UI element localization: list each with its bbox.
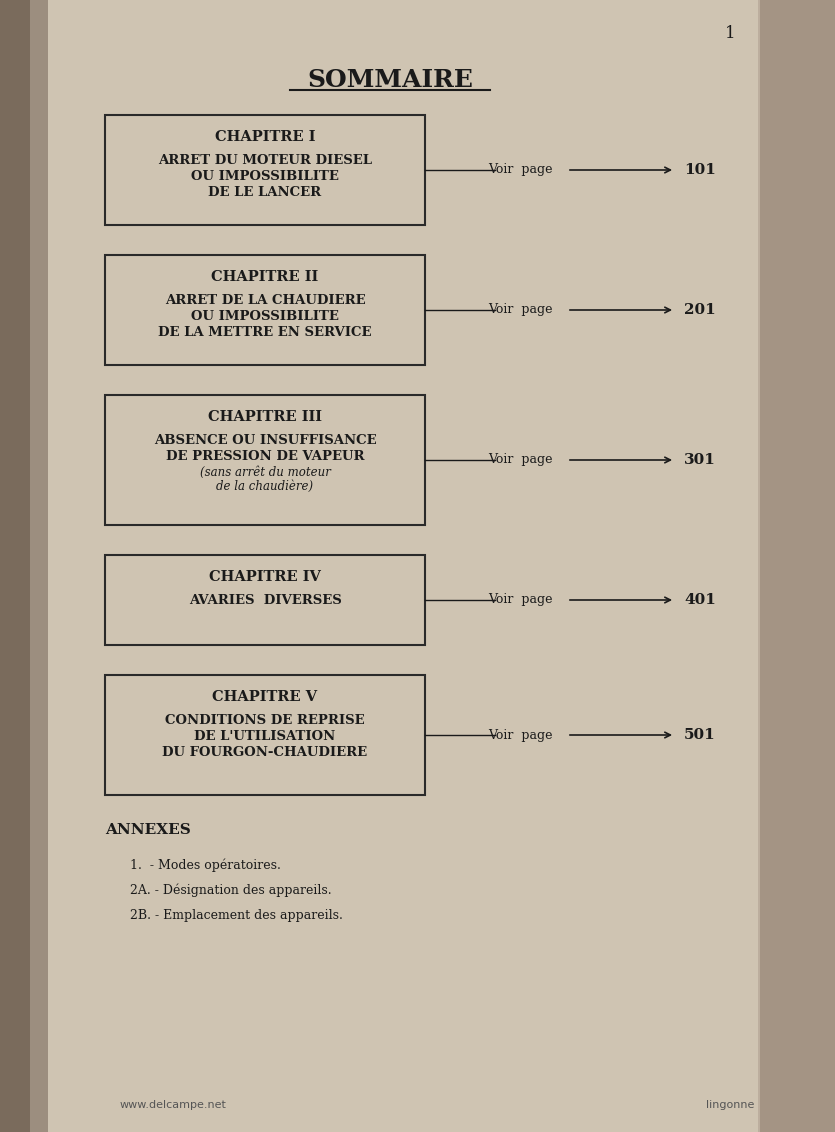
Text: 1: 1 [725,25,736,42]
Text: AVARIES  DIVERSES: AVARIES DIVERSES [189,593,342,607]
Text: 2A. - Désignation des appareils.: 2A. - Désignation des appareils. [130,883,331,897]
Text: OU IMPOSSIBILITE: OU IMPOSSIBILITE [191,309,339,323]
Bar [105,555,425,645]
Bar [105,255,425,365]
Text: Voir  page: Voir page [488,729,552,741]
Text: 501: 501 [684,728,716,741]
Text: CHAPITRE IV: CHAPITRE IV [209,571,321,584]
Text: CHAPITRE II: CHAPITRE II [211,271,319,284]
Text: ABSENCE OU INSUFFISANCE: ABSENCE OU INSUFFISANCE [154,434,377,446]
Text: ANNEXES: ANNEXES [105,823,190,837]
Text: Voir  page: Voir page [488,593,552,607]
Text: Voir  page: Voir page [488,303,552,317]
Bar [105,395,425,525]
Bar [760,0,835,1132]
Text: 2B. - Emplacement des appareils.: 2B. - Emplacement des appareils. [130,909,343,921]
Text: 401: 401 [684,593,716,607]
Text: 1.  - Modes opératoires.: 1. - Modes opératoires. [130,858,281,872]
Text: CHAPITRE I: CHAPITRE I [215,130,316,144]
Text: ARRET DU MOTEUR DIESEL: ARRET DU MOTEUR DIESEL [158,154,372,166]
Text: 201: 201 [684,303,716,317]
Bar [755,0,835,1132]
Text: lingonne: lingonne [706,1100,754,1110]
Text: 301: 301 [684,453,716,468]
Text: OU IMPOSSIBILITE: OU IMPOSSIBILITE [191,170,339,182]
Text: DE PRESSION DE VAPEUR: DE PRESSION DE VAPEUR [166,449,364,463]
Bar [48,0,758,1132]
Text: DE LA METTRE EN SERVICE: DE LA METTRE EN SERVICE [159,326,372,338]
Bar [105,675,425,795]
Text: CHAPITRE V: CHAPITRE V [212,691,317,704]
Text: (sans arrêt du moteur: (sans arrêt du moteur [200,465,331,479]
Text: DE LE LANCER: DE LE LANCER [209,186,321,198]
Text: Voir  page: Voir page [488,454,552,466]
Text: CONDITIONS DE REPRISE: CONDITIONS DE REPRISE [165,713,365,727]
Text: SOMMAIRE: SOMMAIRE [307,68,473,92]
Text: CHAPITRE III: CHAPITRE III [208,410,322,424]
Bar [0,0,48,1132]
Text: ARRET DE LA CHAUDIERE: ARRET DE LA CHAUDIERE [164,293,366,307]
Text: DE L'UTILISATION: DE L'UTILISATION [195,729,336,743]
Text: www.delcampe.net: www.delcampe.net [120,1100,227,1110]
Text: Voir  page: Voir page [488,163,552,177]
Bar [105,115,425,225]
Text: DU FOURGON-CHAUDIERE: DU FOURGON-CHAUDIERE [163,746,367,758]
Text: de la chaudière): de la chaudière) [216,480,314,492]
Text: 101: 101 [684,163,716,177]
Bar [0,0,30,1132]
